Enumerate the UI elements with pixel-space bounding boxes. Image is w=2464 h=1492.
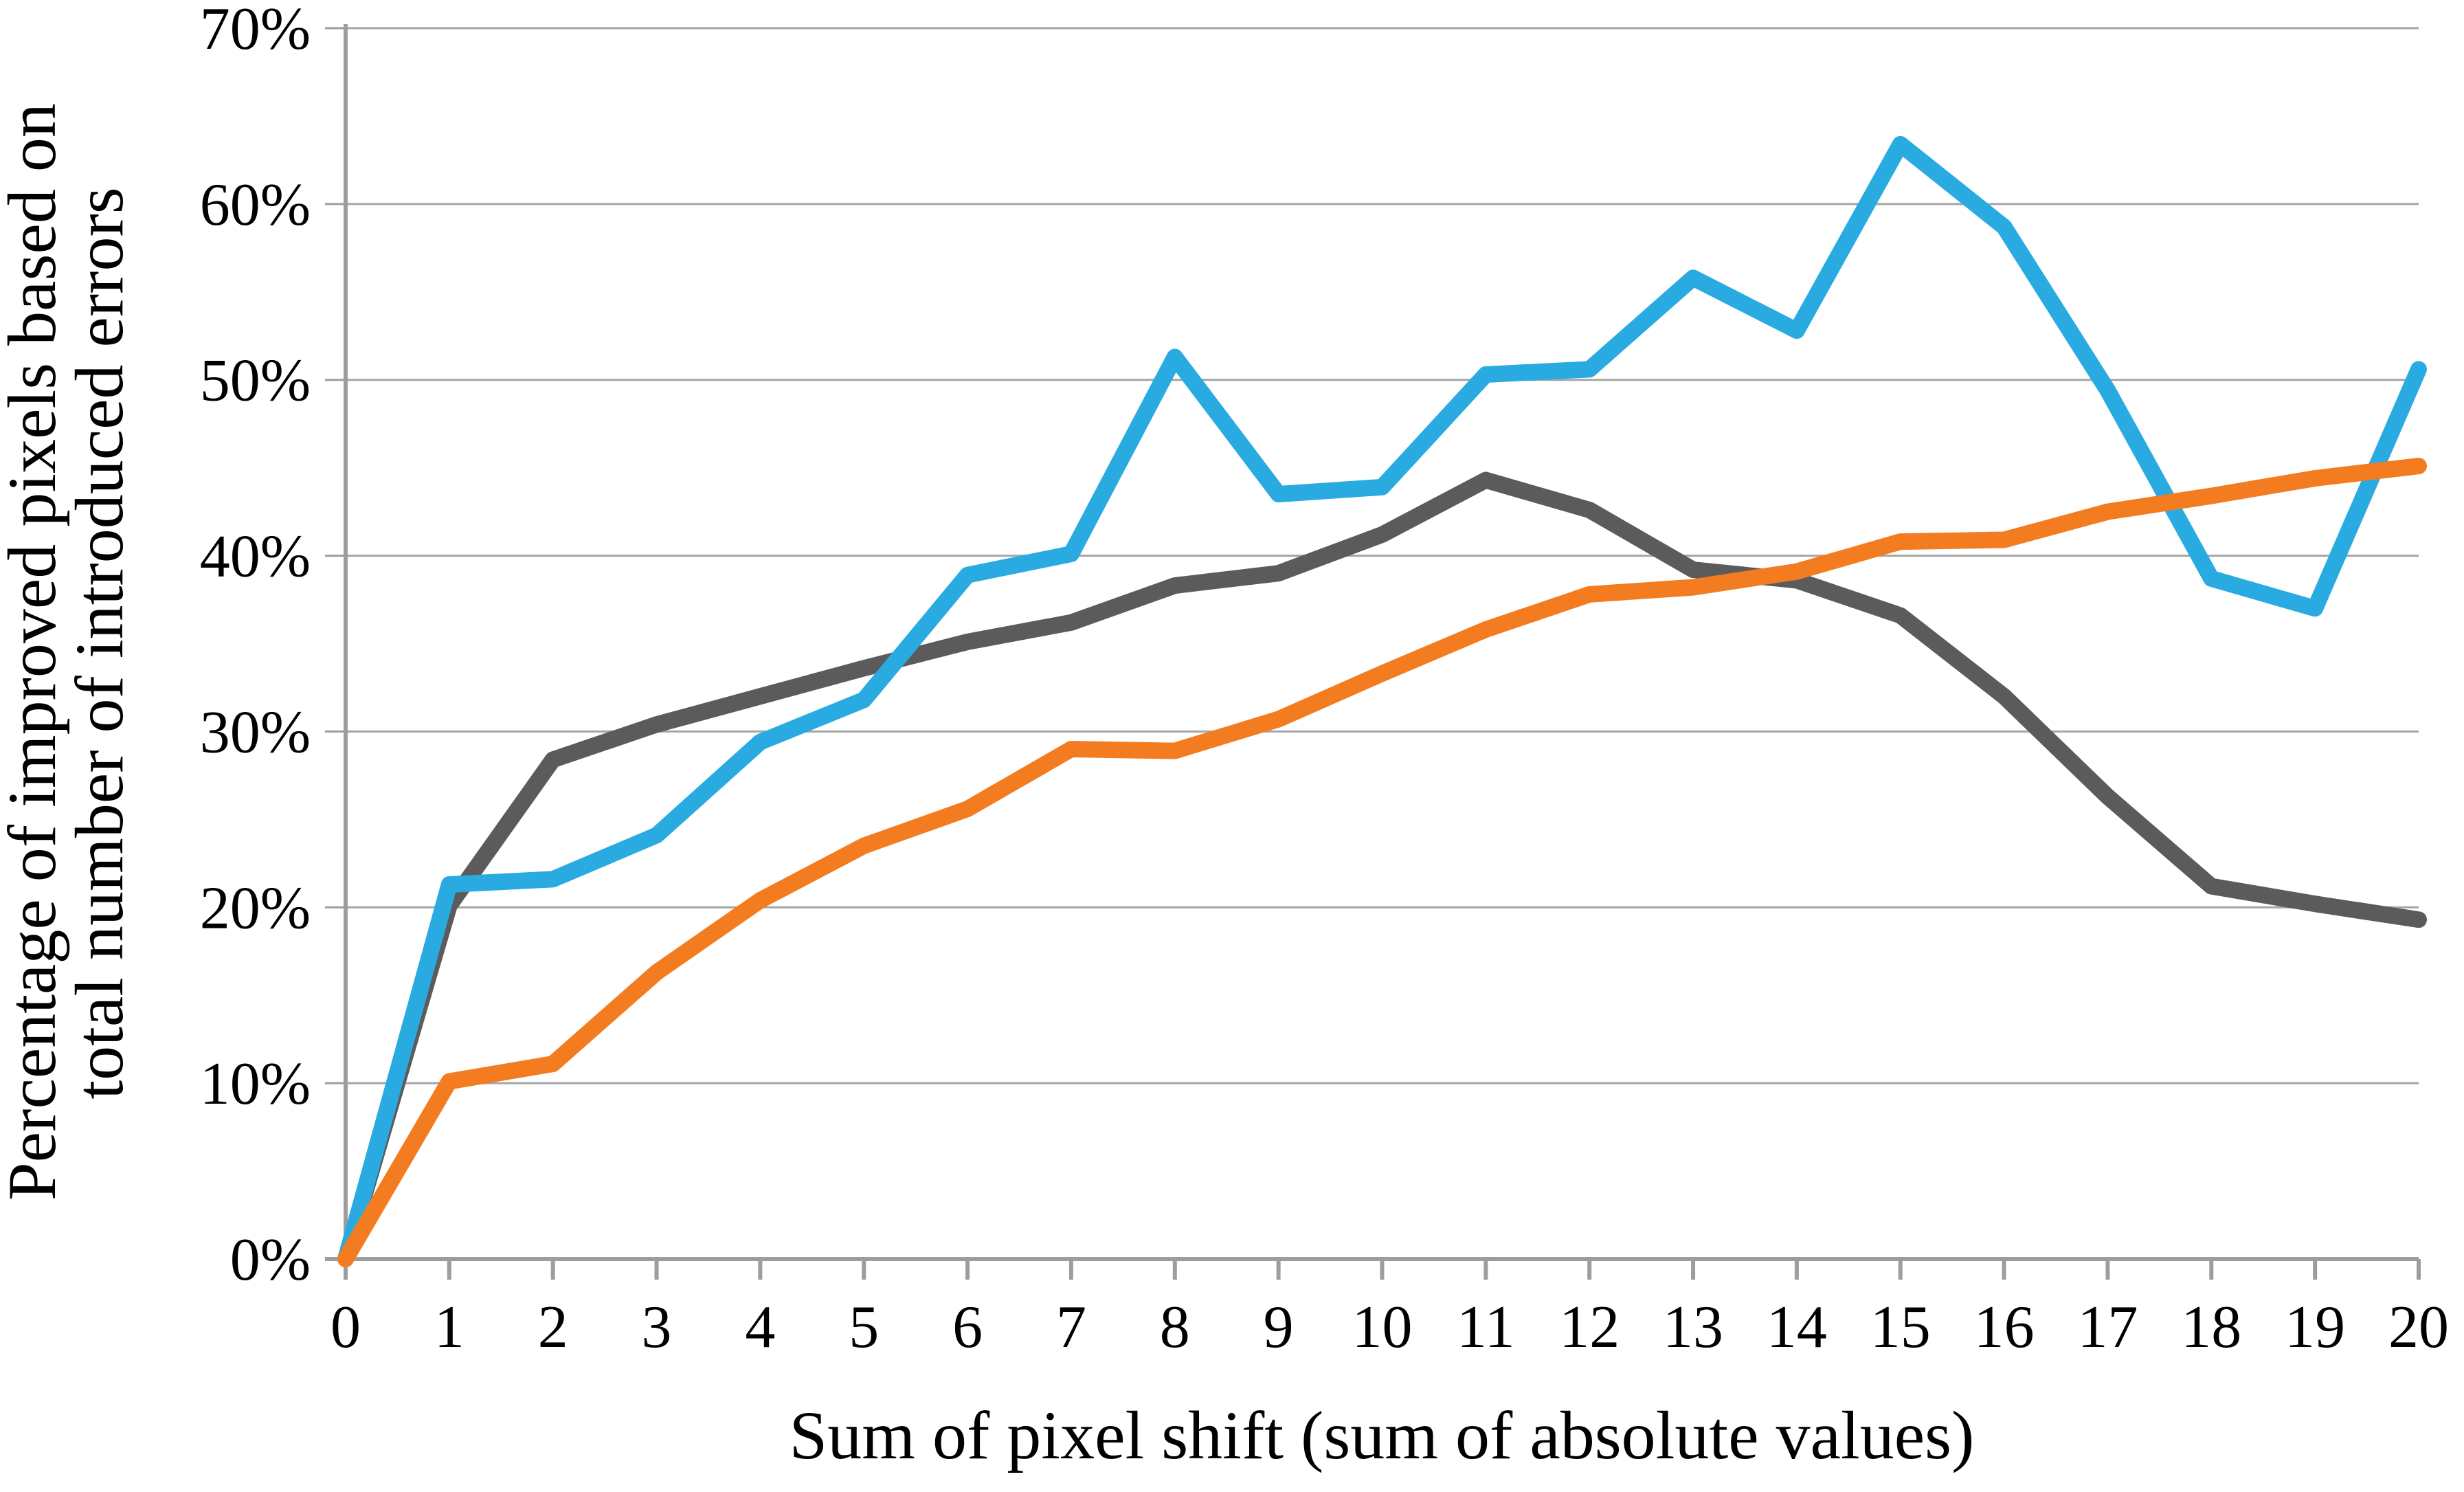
- dark-gray-series-line: [337, 471, 2427, 1267]
- x-tick-label: 2: [538, 1294, 568, 1361]
- x-tick-label: 15: [1870, 1294, 1931, 1361]
- x-tick-label: 16: [1974, 1294, 2035, 1361]
- y-tick-label: 30%: [200, 699, 311, 766]
- tick-marks: [325, 27, 2421, 1280]
- y-tick-label: 70%: [200, 0, 311, 63]
- x-tick-label: 12: [1559, 1294, 1620, 1361]
- x-tick-label: 8: [1160, 1294, 1190, 1361]
- x-tick-label: 10: [1352, 1294, 1413, 1361]
- y-axis-title-line-1: Percentage of improved pixels based on: [0, 103, 70, 1201]
- x-tick-label: 7: [1056, 1294, 1086, 1361]
- orange-series-line: [337, 458, 2427, 1267]
- y-axis-tick-labels: 0% 10% 20% 30% 40% 50% 60% 70%: [200, 0, 311, 1293]
- series-lines: [337, 135, 2427, 1267]
- x-tick-label: 20: [2388, 1294, 2449, 1361]
- axes: [325, 24, 2419, 1280]
- gridlines: [346, 27, 2419, 1084]
- y-tick-label: 50%: [200, 348, 311, 414]
- x-tick-label: 18: [2181, 1294, 2241, 1361]
- x-tick-label: 13: [1663, 1294, 1723, 1361]
- x-tick-label: 5: [849, 1294, 879, 1361]
- y-tick-label: 20%: [200, 875, 311, 942]
- y-axis-title: Percentage of improved pixels based on t…: [0, 86, 137, 1201]
- y-axis-title-line-2: total number of introduced errors: [61, 187, 137, 1099]
- x-axis-title: Sum of pixel shift (sum of absolute valu…: [789, 1397, 1975, 1473]
- x-tick-label: 19: [2285, 1294, 2345, 1361]
- x-axis-tick-labels: 0 1 2 3 4 5 6 7 8 9 10 11 12 13 14 15 16 17 18 19 20: [331, 1294, 2449, 1361]
- x-tick-label: 9: [1264, 1294, 1294, 1361]
- y-tick-label: 0%: [230, 1227, 311, 1293]
- x-tick-label: 4: [745, 1294, 775, 1361]
- x-tick-label: 6: [952, 1294, 983, 1361]
- x-tick-label: 14: [1767, 1294, 1827, 1361]
- blue-series-line: [337, 135, 2427, 1267]
- y-tick-label: 60%: [200, 172, 311, 238]
- x-tick-label: 17: [2077, 1294, 2138, 1361]
- y-tick-label: 40%: [200, 524, 311, 590]
- x-tick-label: 11: [1457, 1294, 1515, 1361]
- x-tick-label: 1: [434, 1294, 464, 1361]
- y-tick-label: 10%: [200, 1051, 311, 1117]
- x-tick-label: 0: [331, 1294, 361, 1361]
- x-tick-label: 3: [642, 1294, 672, 1361]
